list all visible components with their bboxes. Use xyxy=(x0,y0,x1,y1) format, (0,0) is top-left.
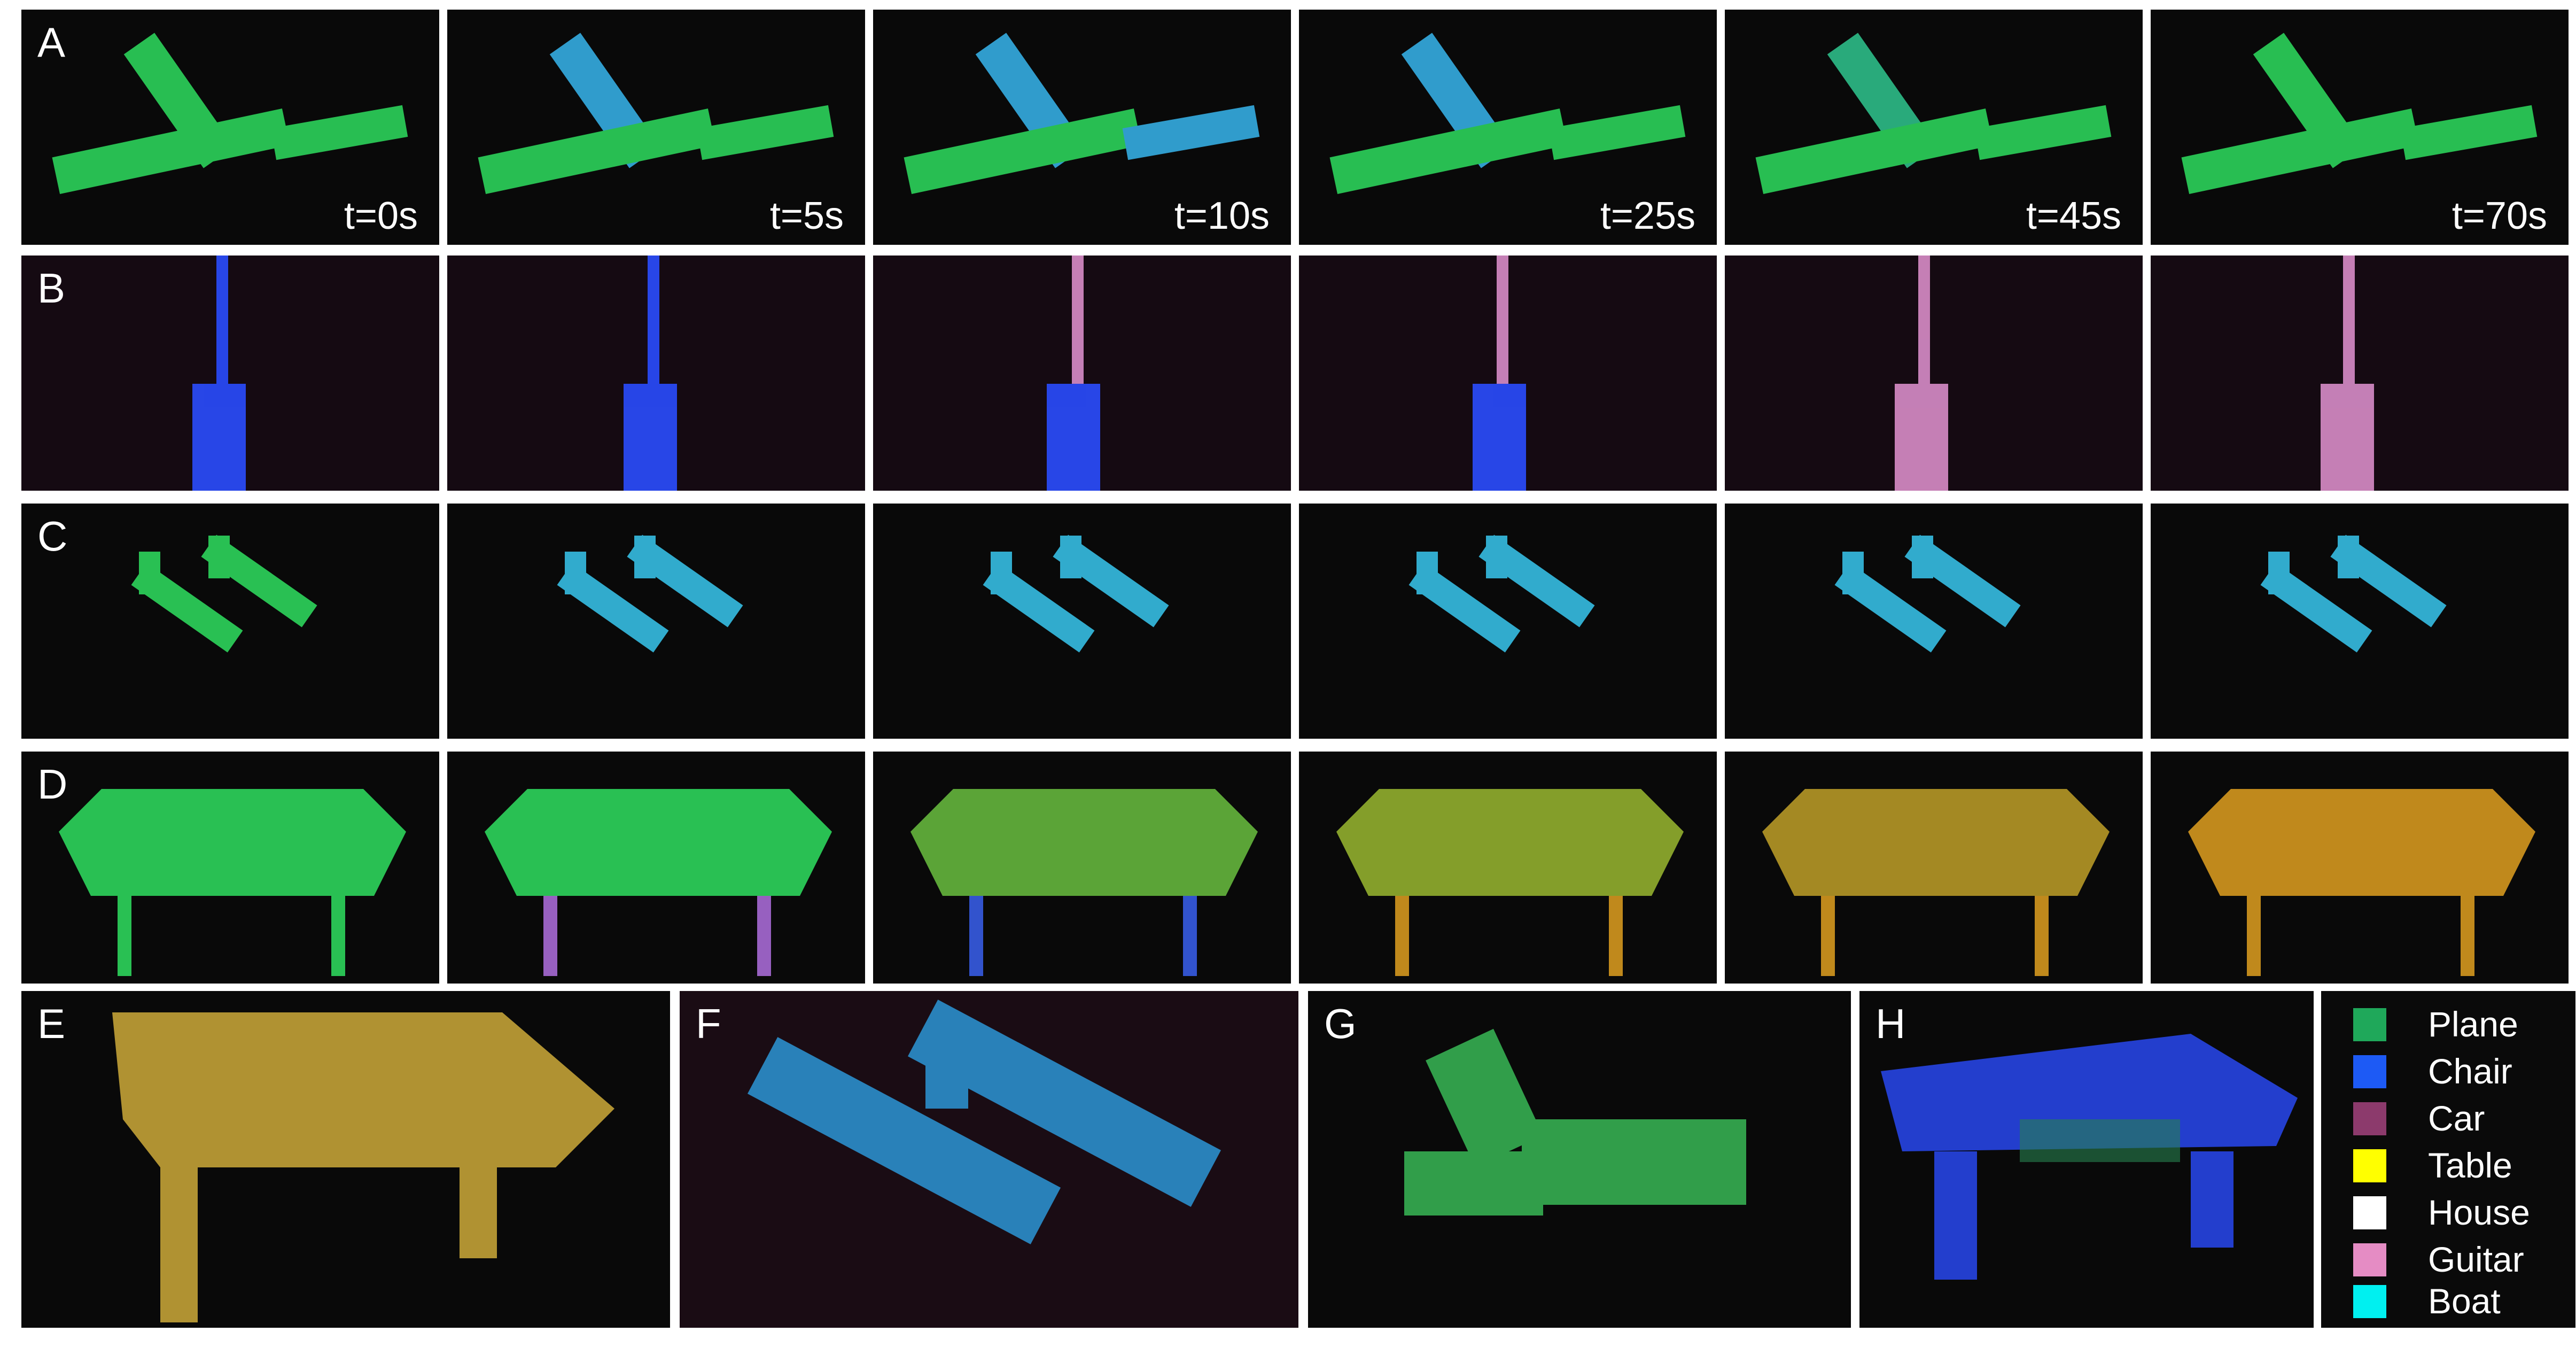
legend-item-guitar: Guitar xyxy=(2321,1236,2575,1283)
panel-b-2 xyxy=(447,256,865,491)
table-sculpture-mixed xyxy=(910,789,1258,976)
legend-label: Boat xyxy=(2428,1281,2501,1321)
panel-a-1: A t=0s xyxy=(21,10,439,245)
plane-sculpture-mixed xyxy=(904,33,1260,194)
boat-sculpture-cyan xyxy=(983,535,1169,653)
table-sculpture-mixed xyxy=(485,789,832,976)
legend-label: Table xyxy=(2428,1145,2512,1185)
time-label: t=45s xyxy=(2026,195,2121,237)
legend-item-car: Car xyxy=(2321,1095,2575,1142)
panel-b-1: B xyxy=(21,256,439,491)
panel-letter: H xyxy=(1875,1000,1906,1047)
panel-letter: D xyxy=(37,761,68,808)
guitar-sculpture-blue xyxy=(624,256,677,491)
guitar-sculpture-pink xyxy=(2321,256,2374,491)
panel-c-4 xyxy=(1299,504,1717,739)
legend-item-chair: Chair xyxy=(2321,1048,2575,1095)
panel-d-1: D xyxy=(21,752,439,984)
time-label: t=25s xyxy=(1600,195,1695,237)
panel-a-6: t=70s xyxy=(2151,10,2569,245)
panel-letter: B xyxy=(37,265,66,312)
table-sculpture-orange xyxy=(2188,789,2535,976)
panel-c-3 xyxy=(873,504,1291,739)
panel-letter: E xyxy=(37,1000,66,1047)
panel-letter: G xyxy=(1324,1000,1357,1047)
panel-letter: A xyxy=(37,19,66,66)
panel-c-5 xyxy=(1725,504,2143,739)
plane-sculpture-green-closeup xyxy=(1404,1028,1746,1216)
legend-item-boat: Boat xyxy=(2321,1278,2575,1325)
panel-e: E xyxy=(21,991,670,1328)
panel-b-3 xyxy=(873,256,1291,491)
table-sculpture-mixed xyxy=(1762,789,2110,976)
legend-swatch xyxy=(2353,1055,2386,1088)
panel-b-4 xyxy=(1299,256,1717,491)
plane-sculpture-mixed xyxy=(1329,33,1686,194)
panel-a-3: t=10s xyxy=(873,10,1291,245)
legend-swatch xyxy=(2353,1243,2386,1276)
legend-label: Plane xyxy=(2428,1004,2518,1044)
plane-sculpture-green xyxy=(2181,33,2538,194)
time-label: t=5s xyxy=(769,195,844,237)
panel-a-5: t=45s xyxy=(1725,10,2143,245)
plane-sculpture-mixed xyxy=(478,33,834,194)
panel-d-5 xyxy=(1725,752,2143,984)
legend-label: Guitar xyxy=(2428,1240,2524,1279)
boat-sculpture-blue-closeup xyxy=(747,1000,1221,1244)
plane-sculpture-mixed xyxy=(1755,33,2112,194)
time-label: t=10s xyxy=(1174,195,1270,237)
color-legend: Plane Chair Car Table House Guitar Boat xyxy=(2321,991,2575,1328)
boat-sculpture-cyan xyxy=(1408,535,1595,653)
legend-swatch xyxy=(2353,1149,2386,1182)
panel-a-4: t=25s xyxy=(1299,10,1717,245)
boat-sculpture-cyan xyxy=(557,535,743,653)
chair-sculpture-blue-closeup xyxy=(1881,1034,2298,1280)
legend-swatch xyxy=(2353,1285,2386,1318)
legend-swatch xyxy=(2353,1196,2386,1229)
guitar-sculpture-mixed xyxy=(1047,256,1100,491)
table-sculpture-yellow-closeup xyxy=(112,1012,614,1322)
legend-item-table: Table xyxy=(2321,1142,2575,1189)
guitar-sculpture-pink xyxy=(1895,256,1948,491)
panel-c-6 xyxy=(2151,504,2569,739)
table-sculpture-green xyxy=(59,789,406,976)
legend-label: Car xyxy=(2428,1098,2485,1138)
time-label: t=0s xyxy=(344,195,418,237)
table-sculpture-mixed xyxy=(1336,789,1684,976)
panel-letter: F xyxy=(696,1000,721,1047)
legend-swatch xyxy=(2353,1102,2386,1135)
panel-h: H xyxy=(1859,991,2314,1328)
guitar-sculpture-blue xyxy=(192,256,246,491)
boat-sculpture-green xyxy=(131,535,317,653)
plane-sculpture-green xyxy=(52,33,408,194)
boat-sculpture-cyan xyxy=(1834,535,2021,653)
panel-d-6 xyxy=(2151,752,2569,984)
panel-letter: C xyxy=(37,513,68,560)
panel-d-3 xyxy=(873,752,1291,984)
guitar-sculpture-mixed xyxy=(1473,256,1526,491)
legend-item-house: House xyxy=(2321,1189,2575,1236)
panel-b-5 xyxy=(1725,256,2143,491)
panel-d-4 xyxy=(1299,752,1717,984)
panel-d-2 xyxy=(447,752,865,984)
panel-f: F xyxy=(680,991,1298,1328)
panel-a-2: t=5s xyxy=(447,10,865,245)
legend-label: Chair xyxy=(2428,1051,2512,1091)
legend-swatch xyxy=(2353,1008,2386,1041)
legend-label: House xyxy=(2428,1193,2530,1232)
legend-item-plane: Plane xyxy=(2321,1001,2575,1048)
boat-sculpture-cyan xyxy=(2260,535,2447,653)
panel-g: G xyxy=(1308,991,1851,1328)
time-label: t=70s xyxy=(2452,195,2547,237)
panel-c-2 xyxy=(447,504,865,739)
panel-c-1: C xyxy=(21,504,439,739)
panel-b-6 xyxy=(2151,256,2569,491)
